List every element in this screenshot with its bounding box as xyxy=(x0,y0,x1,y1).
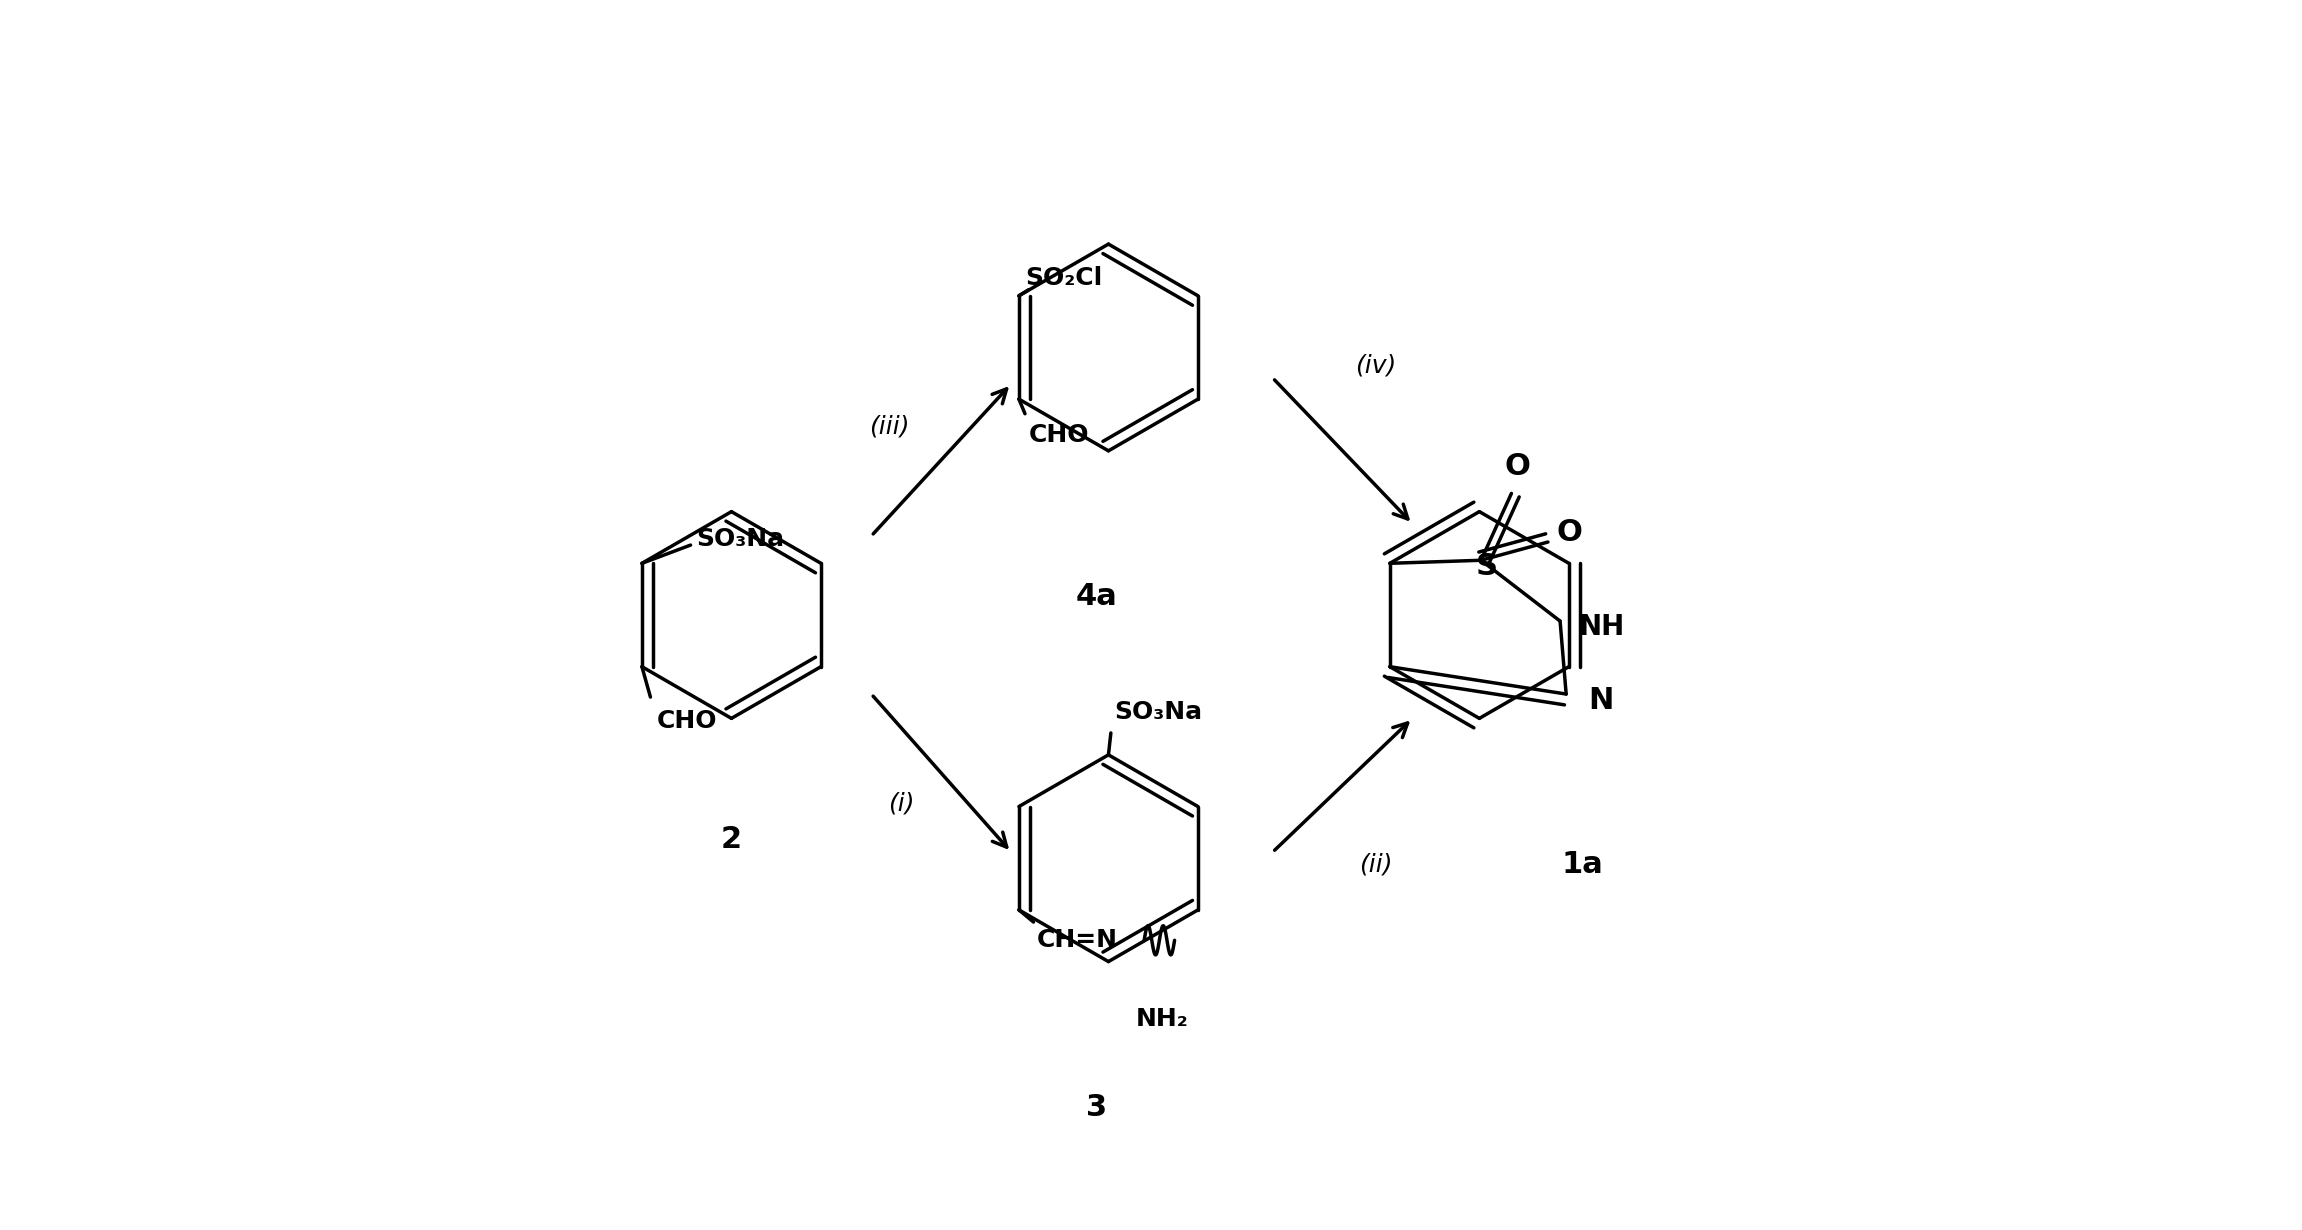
Text: CHO: CHO xyxy=(656,710,716,733)
Text: O: O xyxy=(1506,453,1531,481)
Text: 4a: 4a xyxy=(1075,582,1116,611)
Text: CH=N: CH=N xyxy=(1038,929,1119,952)
Text: 1a: 1a xyxy=(1561,850,1604,878)
Text: SO₂Cl: SO₂Cl xyxy=(1024,266,1103,289)
Text: (iv): (iv) xyxy=(1356,354,1397,378)
Text: CHO: CHO xyxy=(1029,423,1089,448)
Text: NH: NH xyxy=(1579,614,1625,641)
Text: (iii): (iii) xyxy=(870,415,909,439)
Text: N: N xyxy=(1588,685,1614,715)
Text: (ii): (ii) xyxy=(1358,852,1393,876)
Text: NH₂: NH₂ xyxy=(1137,1007,1188,1031)
Text: 2: 2 xyxy=(721,825,741,855)
Text: O: O xyxy=(1556,518,1584,547)
Text: (i): (i) xyxy=(889,791,914,815)
Text: S: S xyxy=(1476,552,1499,581)
Text: SO₃Na: SO₃Na xyxy=(1114,700,1202,724)
Text: 3: 3 xyxy=(1087,1093,1107,1122)
Text: SO₃Na: SO₃Na xyxy=(698,526,785,551)
